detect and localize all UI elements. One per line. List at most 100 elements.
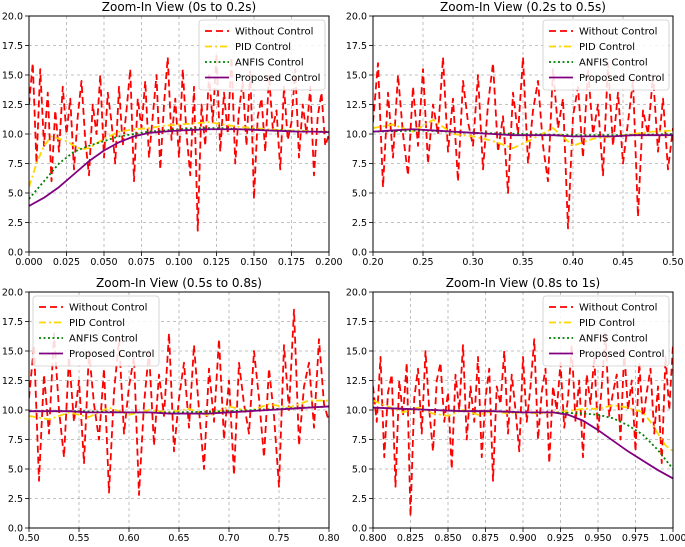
legend-box	[542, 295, 670, 367]
y-tick-label: 0.0	[8, 524, 23, 535]
series-line-without-control	[29, 52, 329, 232]
y-tick-label: 12.5	[346, 376, 367, 387]
x-tick-label: 0.70	[218, 533, 239, 543]
series-line-proposed-control	[29, 128, 329, 207]
x-tick-label: 0.000	[15, 257, 42, 268]
legend-box	[32, 295, 160, 367]
legend-label: Proposed Control	[235, 73, 320, 84]
x-tick-label: 0.175	[278, 257, 305, 268]
legend-label: Without Control	[579, 27, 657, 38]
x-tick-label: 0.900	[509, 533, 536, 543]
series-line-proposed-control	[373, 128, 673, 138]
legend-box	[198, 19, 326, 91]
x-tick-label: 0.30	[462, 257, 483, 268]
series-line-pid-control	[373, 399, 673, 453]
legend-label: ANFIS Control	[235, 58, 304, 69]
chart-title: Zoom-In View (0.5s to 0.8s)	[96, 276, 262, 290]
x-tick-label: 0.825	[397, 533, 424, 543]
x-tick-label: 0.55	[68, 533, 89, 543]
legend: Without Control PID Control ANFIS Control P…	[542, 19, 670, 91]
series-line-without-control	[373, 56, 673, 230]
chart-title: Zoom-In View (0.8s to 1s)	[446, 276, 600, 290]
y-tick-label: 15.0	[346, 71, 367, 82]
legend: Without Control PID Control ANFIS Control P…	[542, 295, 670, 367]
x-tick-label: 0.800	[359, 533, 386, 543]
y-tick-label: 2.5	[352, 494, 367, 505]
plot-frame	[28, 291, 330, 529]
y-tick-label: 12.5	[346, 100, 367, 111]
series-line-anfis-control	[373, 406, 673, 470]
legend-label: ANFIS Control	[69, 334, 138, 345]
chart-title: Zoom-In View (0.2s to 0.5s)	[440, 0, 606, 14]
series-line-pid-control	[29, 121, 329, 188]
y-tick-label: 2.5	[8, 218, 23, 229]
y-tick-label: 10.0	[346, 130, 367, 141]
y-tick-label: 20.0	[346, 12, 367, 23]
x-tick-label: 0.875	[472, 533, 499, 543]
chart-panel-2: 0.20 0.25 0.30 0.35 0.40 0.45 0.50 0.0 2.5 5.0 7.5…	[346, 0, 684, 268]
y-tick-label: 2.5	[8, 494, 23, 505]
legend-label: Proposed Control	[69, 349, 154, 360]
x-tick-label: 0.075	[128, 257, 155, 268]
x-tick-label: 0.60	[118, 533, 139, 543]
legend: Without Control PID Control ANFIS Control P…	[198, 19, 326, 91]
y-tick-label: 12.5	[2, 376, 23, 387]
series-line-without-control	[373, 332, 673, 518]
legend-label: ANFIS Control	[579, 58, 648, 69]
y-tick-label: 17.5	[346, 41, 367, 52]
legend-label: Proposed Control	[579, 73, 664, 84]
x-tick-label: 0.200	[315, 257, 342, 268]
y-tick-label: 20.0	[2, 12, 23, 23]
x-tick-label: 0.025	[53, 257, 80, 268]
x-tick-label: 0.80	[318, 533, 339, 543]
chart-panel-3: 0.50 0.55 0.60 0.65 0.70 0.75 0.80 0.0 2.5 5.0 7.5…	[2, 276, 340, 544]
y-tick-label: 10.0	[346, 406, 367, 417]
y-tick-label: 7.5	[352, 159, 367, 170]
legend-label: PID Control	[235, 42, 291, 53]
y-tick-label: 12.5	[2, 100, 23, 111]
y-tick-label: 15.0	[2, 71, 23, 82]
x-tick-label: 0.25	[412, 257, 433, 268]
x-tick-label: 0.050	[90, 257, 117, 268]
legend: Without Control PID Control ANFIS Control P…	[32, 295, 160, 367]
x-tick-label: 0.150	[240, 257, 267, 268]
x-tick-label: 0.925	[547, 533, 574, 543]
chart-title: Zoom-In View (0s to 0.2s)	[102, 0, 256, 14]
legend-label: ANFIS Control	[579, 334, 648, 345]
y-tick-label: 7.5	[8, 435, 23, 446]
legend-label: PID Control	[69, 318, 125, 329]
y-tick-label: 5.0	[352, 189, 367, 200]
chart-panel-4: 0.800 0.825 0.850 0.875 0.900 0.925 0.950 0.975…	[346, 276, 685, 544]
legend-label: Without Control	[235, 27, 313, 38]
y-tick-label: 15.0	[346, 347, 367, 358]
series-line-without-control	[29, 308, 329, 496]
y-tick-label: 20.0	[346, 288, 367, 299]
series-line-proposed-control	[373, 406, 673, 480]
x-tick-label: 0.20	[362, 257, 383, 268]
x-tick-label: 0.40	[562, 257, 583, 268]
y-tick-label: 0.0	[352, 248, 367, 259]
x-tick-label: 0.100	[165, 257, 192, 268]
legend-box	[542, 19, 670, 91]
y-tick-label: 5.0	[352, 465, 367, 476]
y-tick-label: 0.0	[8, 248, 23, 259]
plot-frame	[372, 15, 674, 253]
plot-frame	[372, 291, 674, 529]
plot-frame	[28, 15, 330, 253]
y-tick-label: 2.5	[352, 218, 367, 229]
y-tick-label: 10.0	[2, 130, 23, 141]
x-tick-label: 1.000	[659, 533, 685, 543]
series-line-pid-control	[29, 399, 329, 421]
x-tick-label: 0.35	[512, 257, 533, 268]
x-tick-label: 0.50	[18, 533, 39, 543]
x-tick-label: 0.50	[662, 257, 683, 268]
x-tick-label: 0.45	[612, 257, 633, 268]
y-tick-label: 5.0	[8, 465, 23, 476]
series-line-proposed-control	[29, 405, 329, 415]
x-tick-label: 0.850	[434, 533, 461, 543]
x-tick-label: 0.975	[622, 533, 649, 543]
y-tick-label: 7.5	[352, 435, 367, 446]
chart-panel-1: 0.000 0.025 0.050 0.075 0.100 0.125 0.150 0.175…	[2, 0, 343, 268]
